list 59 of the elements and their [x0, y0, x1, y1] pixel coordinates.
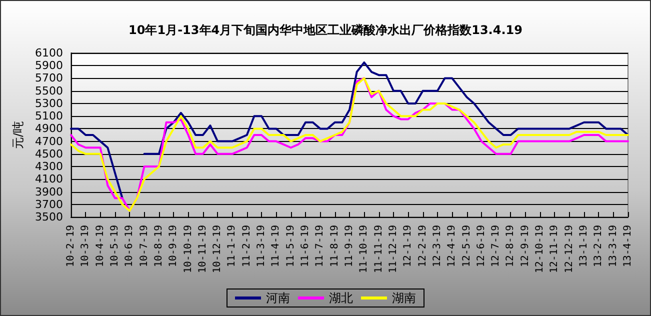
y-tick-label: 3900	[35, 185, 63, 198]
x-tick-label: 10-8-19	[153, 225, 164, 268]
y-tick-label: 4700	[35, 134, 63, 148]
x-tick-label: 11-5-19	[285, 225, 296, 268]
x-tick-label: 12-9-19	[520, 225, 531, 268]
y-tick-label: 4900	[35, 122, 63, 136]
x-tick-label: 10-10-19	[182, 225, 194, 274]
y-tick-label: 4100	[35, 172, 63, 186]
y-axis-title: 元/吨	[11, 120, 26, 150]
x-tick-label: 12-3-19	[432, 225, 443, 268]
x-tick-label: 12-6-19	[476, 225, 487, 268]
y-tick-label: 5900	[35, 59, 63, 72]
line-series	[70, 77, 629, 212]
x-tick-label: 12-8-19	[505, 225, 516, 268]
y-tick-label: 4300	[35, 160, 63, 174]
y-tick-label: 5300	[35, 96, 63, 110]
x-tick-label: 12-1-19	[402, 225, 414, 268]
x-tick-label: 10-6-19	[124, 225, 136, 268]
x-tick-label: 11-3-19	[256, 225, 268, 268]
x-tick-label: 12-7-19	[490, 225, 502, 268]
x-tick-label: 11-2-19	[241, 225, 252, 268]
legend-label: 河南	[266, 291, 290, 305]
x-tick-label: 12-11-19	[549, 225, 560, 274]
y-tick-label: 3700	[35, 198, 63, 211]
x-tick-label: 11-8-19	[329, 225, 340, 268]
x-tick-label: 10-4-19	[94, 225, 106, 268]
x-tick-label: 12-2-19	[417, 225, 428, 268]
x-tick-label: 11-4-19	[270, 225, 282, 268]
y-tick-label: 6100	[35, 46, 63, 60]
x-tick-label: 10-11-19	[197, 225, 208, 274]
y-tick-label: 5100	[35, 110, 63, 123]
y-tick-label: 5700	[35, 72, 63, 85]
legend-label: 湖北	[329, 291, 353, 305]
x-tick-label: 12-5-19	[461, 225, 472, 268]
x-tick-label: 13-4-19	[622, 225, 634, 268]
legend-label: 湖南	[392, 291, 416, 305]
x-tick-label: 11-10-19	[358, 225, 370, 274]
x-tick-label: 11-12-19	[388, 225, 399, 274]
x-tick-label: 11-11-19	[373, 225, 384, 274]
x-tick-label: 13-3-19	[608, 225, 619, 268]
x-tick-label: 10-9-19	[168, 225, 180, 268]
y-tick-label: 3500	[35, 210, 63, 224]
x-tick-label: 11-1-19	[226, 225, 238, 268]
x-tick-label: 10-12-19	[212, 225, 224, 274]
x-tick-label: 12-10-19	[534, 225, 546, 274]
chart-title: 10年1月-13年4月下旬国内华中地区工业磷酸净水出厂价格指数13.4.19	[128, 23, 522, 37]
x-tick-label: 11-7-19	[314, 225, 326, 268]
x-tick-label: 11-6-19	[300, 225, 312, 268]
x-tick-label: 11-9-19	[344, 225, 355, 268]
x-tick-label: 10-5-19	[109, 225, 120, 268]
x-tick-label: 12-4-19	[446, 225, 458, 268]
x-tick-label: 13-2-19	[593, 225, 604, 268]
y-tick-label: 4500	[35, 147, 63, 160]
x-tick-label: 12-12-19	[564, 225, 575, 274]
x-tick-label: 10-7-19	[138, 225, 150, 268]
x-tick-label: 10-3-19	[80, 225, 92, 268]
x-tick-label: 13-1-19	[578, 225, 590, 268]
y-tick-label: 5500	[35, 84, 63, 98]
x-tick-label: 10-2-19	[66, 225, 76, 268]
